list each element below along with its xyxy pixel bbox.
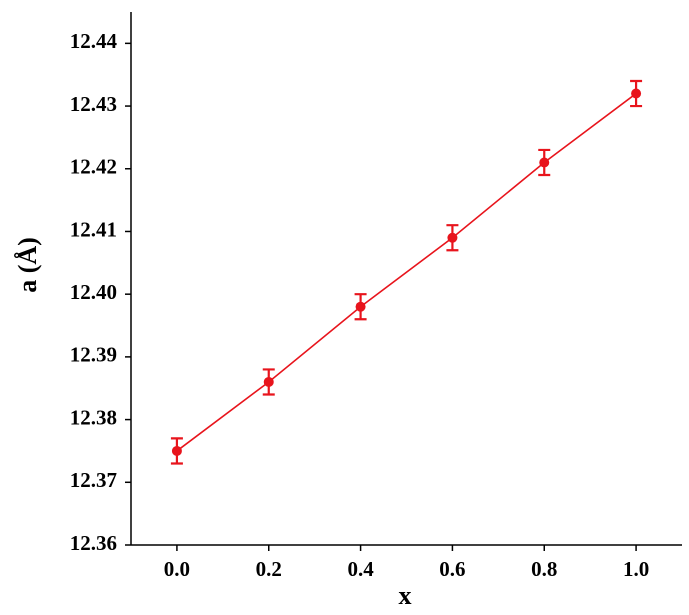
- line: [176, 92, 637, 452]
- y-tick-label: 12.42: [70, 155, 117, 179]
- x-tick-label: 0.8: [531, 557, 557, 581]
- x-tick-label: 0.6: [439, 557, 465, 581]
- point: [263, 376, 274, 387]
- y-axis-label: a (Å): [13, 237, 42, 293]
- point: [355, 301, 366, 312]
- y-tick-label: 12.39: [70, 343, 117, 367]
- point: [631, 88, 642, 99]
- y-tick-label: 12.43: [70, 92, 117, 116]
- point: [171, 445, 182, 456]
- y-tick-label: 12.37: [70, 468, 117, 492]
- y-tick-label: 12.38: [70, 405, 117, 429]
- y-tick-label: 12.40: [70, 280, 117, 304]
- y-tick-label: 12.44: [70, 29, 118, 53]
- point: [539, 157, 550, 168]
- y-tick-label: 12.41: [70, 217, 117, 241]
- y-tick-label: 12.36: [70, 531, 117, 555]
- x-tick-label: 0.2: [256, 557, 282, 581]
- x-tick-label: 1.0: [623, 557, 649, 581]
- x-tick-label: 0.4: [347, 557, 374, 581]
- x-axis-label: x: [399, 581, 412, 610]
- x-tick-label: 0.0: [164, 557, 190, 581]
- point: [447, 232, 458, 243]
